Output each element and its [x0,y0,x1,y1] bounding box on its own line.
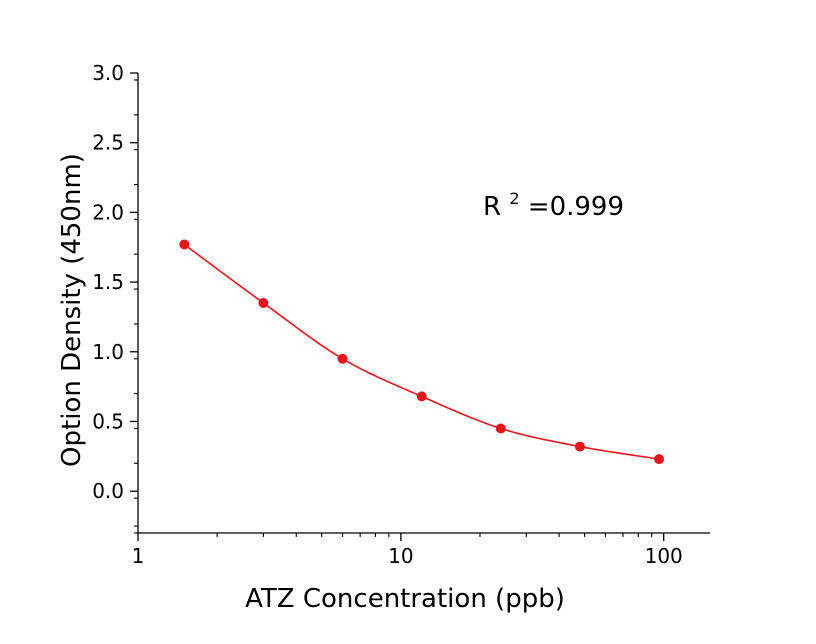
x-tick-label: 10 [388,544,413,568]
y-tick-label: 2.0 [92,200,124,224]
r-squared-base: R [483,192,501,222]
axes [137,73,710,534]
ticks: 0.0 0.5 1.0 1.5 2.0 2.5 3.0 1 10 100 [92,61,683,568]
y-axis-label: Option Density (450nm) [57,153,87,467]
fit-curve [183,243,660,460]
y-tick-label: 1.5 [92,270,124,294]
x-axis-label: ATZ Concentration (ppb) [245,584,565,614]
y-tick-label: 0.0 [92,479,124,503]
r-squared-annotation: R 2 =0.999 [483,181,624,222]
data-point [495,423,506,434]
x-tick-label: 100 [645,544,683,568]
r-squared-superscript: 2 [509,189,519,208]
data-point [258,298,269,308]
data-point [416,391,427,402]
x-tick-label: 1 [132,544,145,568]
y-tick-label: 1.0 [92,340,124,364]
data-point [574,441,585,452]
data-point [654,454,665,465]
fit-curve-layer [183,243,660,460]
data-points [179,239,665,465]
y-tick-label: 0.5 [92,409,124,433]
data-point [179,239,190,250]
y-tick-label: 3.0 [92,61,124,85]
y-tick-label: 2.5 [92,131,124,155]
r-squared-value: =0.999 [528,192,624,222]
data-point [337,353,348,364]
